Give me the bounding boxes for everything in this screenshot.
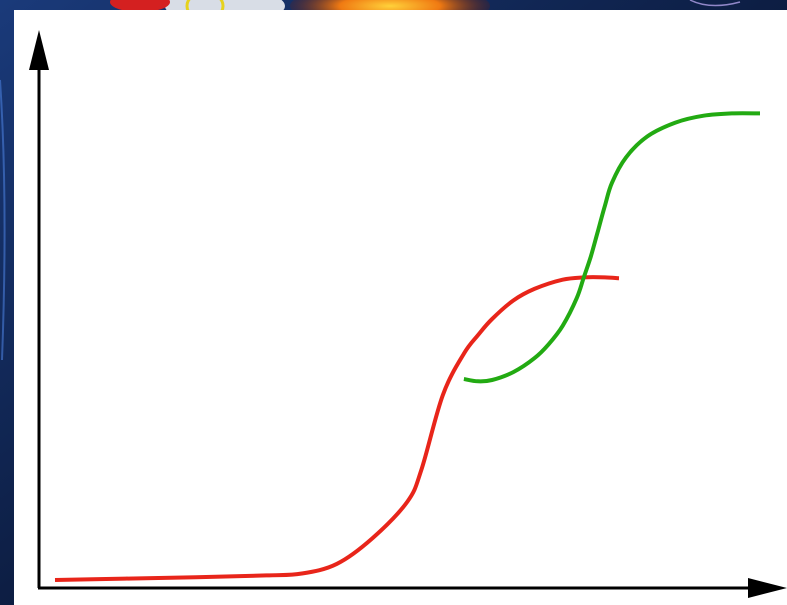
y-axis-arrowhead: [29, 30, 49, 70]
series-line-2: [463, 111, 761, 384]
plot-area: [14, 10, 787, 605]
left-streak-decoration: [0, 79, 6, 361]
series-layer: [54, 111, 761, 582]
red-object-decoration: [110, 0, 170, 12]
x-axis-arrowhead: [748, 578, 787, 598]
light-streak-decoration: [689, 0, 741, 7]
axes: [29, 30, 787, 598]
series-line-1: [54, 275, 620, 582]
